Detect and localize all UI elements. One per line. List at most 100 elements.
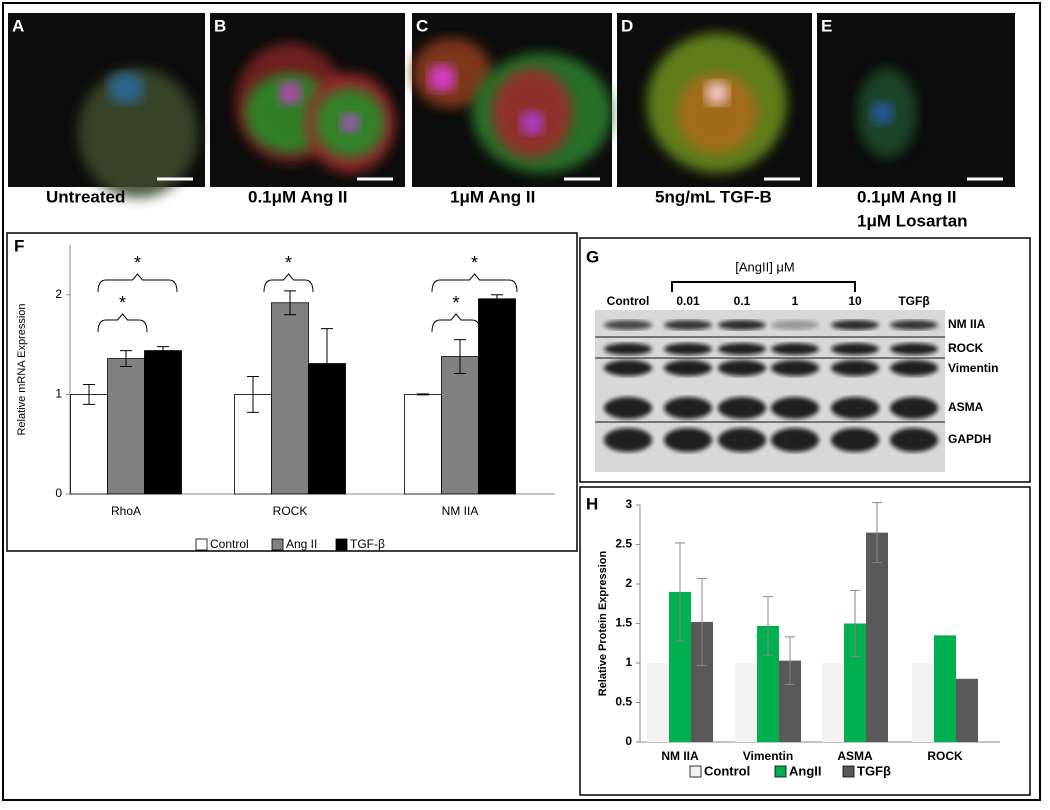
error-bar: [872, 502, 882, 564]
panel-f-frame: [6, 232, 578, 552]
band: [771, 397, 819, 419]
cell: [78, 68, 198, 198]
x-tick-label: ROCK: [927, 749, 963, 763]
band: [831, 360, 879, 376]
y-axis-label: Relative mRNA Expression: [16, 303, 28, 435]
bar: [478, 298, 516, 495]
bar: [735, 663, 757, 742]
bar: [757, 625, 779, 742]
error-bar: [697, 577, 707, 666]
band: [831, 428, 879, 452]
band: [604, 397, 652, 419]
y-tick-label: 1: [55, 387, 62, 401]
panel-label: A: [12, 16, 24, 35]
legend-swatch: [842, 765, 855, 778]
panel-label: D: [621, 16, 633, 35]
significance-bracket: [263, 273, 314, 293]
band: [604, 320, 652, 330]
cell: [870, 101, 894, 125]
dose-label: [AngII] μM: [735, 259, 795, 274]
legend-label: Control: [210, 537, 249, 551]
significance-marker: *: [285, 253, 292, 273]
lane-label: 0.01: [676, 294, 700, 308]
significance-bracket: [431, 313, 481, 333]
lane-label: 10: [848, 294, 862, 308]
panel-label: G: [586, 247, 599, 266]
panel-caption: 1μM Losartan: [857, 211, 968, 230]
band: [718, 320, 766, 330]
bar: [691, 621, 713, 742]
significance-marker: *: [452, 293, 459, 313]
band: [831, 397, 879, 419]
band-label: NM IIA: [948, 317, 986, 331]
x-tick-label: ASMA: [837, 749, 873, 763]
panel-label: E: [821, 16, 832, 35]
band: [664, 397, 712, 419]
bar: [647, 663, 669, 742]
bar: [779, 660, 801, 742]
x-tick-label: NM IIA: [661, 749, 699, 763]
band: [771, 343, 819, 355]
band: [890, 397, 938, 419]
bar: [669, 591, 691, 742]
band: [831, 343, 879, 355]
bar: [822, 663, 844, 742]
significance-marker: *: [134, 253, 141, 273]
x-tick-label: RhoA: [111, 504, 141, 518]
legend-swatch: [335, 538, 348, 551]
bar: [912, 663, 934, 742]
y-tick-label: 3: [625, 497, 632, 511]
legend-label: Ang II: [286, 537, 317, 551]
band: [604, 343, 652, 355]
bar: [934, 635, 956, 742]
band: [831, 320, 879, 330]
error-bar: [417, 393, 429, 396]
bar: [70, 393, 108, 495]
significance-bracket: [97, 273, 178, 293]
band-label: ROCK: [948, 341, 984, 355]
legend-label: Control: [704, 763, 750, 778]
legend-swatch: [195, 538, 208, 551]
panel-caption: 0.1μM Ang II: [248, 187, 348, 206]
x-tick-label: Vimentin: [743, 749, 793, 763]
error-bar: [763, 596, 773, 656]
band: [771, 320, 819, 330]
significance-bracket: [97, 313, 148, 333]
legend-swatch: [774, 765, 787, 778]
bar: [144, 350, 182, 495]
error-bar: [850, 589, 860, 658]
band: [771, 428, 819, 452]
y-tick-label: 1: [625, 655, 632, 669]
y-axis-label: Relative Protein Expression: [597, 550, 609, 696]
panel-caption: Untreated: [46, 187, 125, 206]
significance-bracket: [431, 273, 518, 293]
cell: [677, 73, 757, 153]
legend-swatch: [271, 538, 284, 551]
cell: [108, 72, 144, 104]
bar: [956, 678, 978, 742]
error-bar: [321, 328, 333, 399]
bar: [107, 358, 145, 495]
panel-g-frame: [579, 237, 1031, 483]
cell: [520, 111, 544, 135]
error-bar: [247, 375, 259, 413]
band: [890, 360, 938, 376]
band-label: ASMA: [948, 400, 984, 414]
lane-label: TGFβ: [898, 294, 929, 308]
significance-marker: *: [119, 293, 126, 313]
band: [718, 428, 766, 452]
x-tick-label: ROCK: [273, 504, 308, 518]
y-tick-label: 2: [625, 576, 632, 590]
micrograph: [817, 13, 1015, 187]
band: [664, 343, 712, 355]
lane-label: 0.1: [734, 294, 751, 308]
band: [664, 360, 712, 376]
panel-h-frame: [579, 486, 1031, 796]
dose-bracket: [671, 281, 856, 292]
legend-swatch: [689, 765, 702, 778]
error-bar: [120, 350, 132, 368]
band: [604, 360, 652, 376]
panel-caption: 1μM Ang II: [450, 187, 535, 206]
error-bar: [675, 542, 685, 642]
legend-label: TGF-β: [350, 537, 385, 551]
